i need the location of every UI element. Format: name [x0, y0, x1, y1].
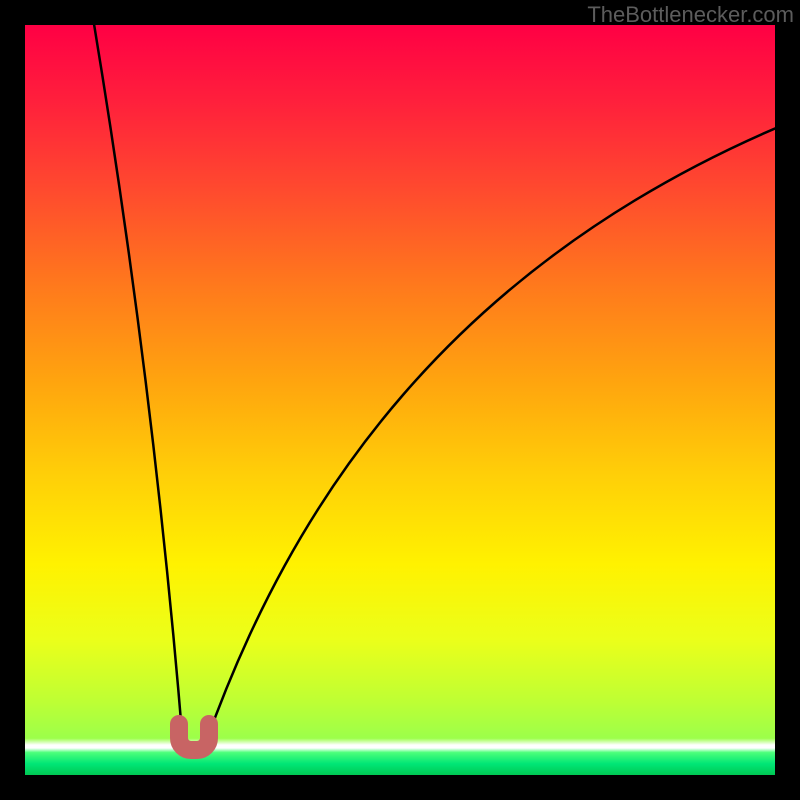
chart-stage: TheBottlenecker.com — [0, 0, 800, 800]
chart-svg — [0, 0, 800, 800]
attribution-label: TheBottlenecker.com — [581, 0, 800, 32]
